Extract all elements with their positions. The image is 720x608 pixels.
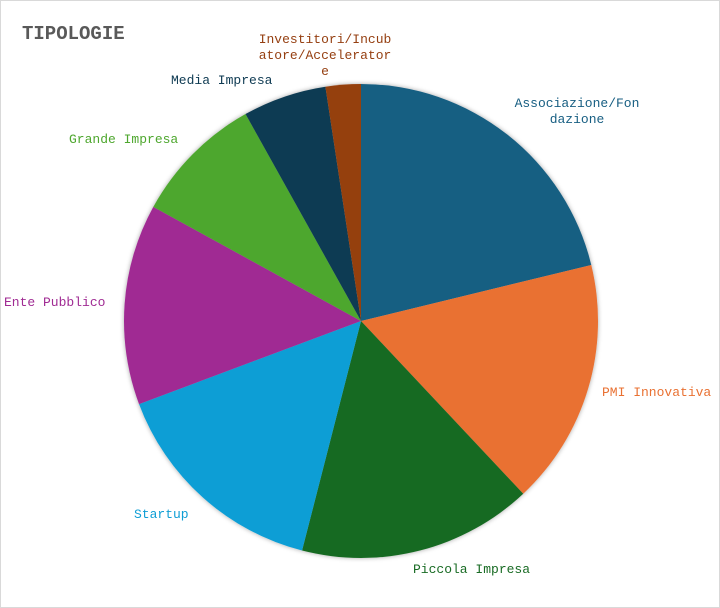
pie-slice-ente-pubblico [124, 206, 361, 405]
pie-slice-pmi-innovativa [361, 264, 598, 494]
pie-slice-piccola-impresa [302, 321, 524, 558]
slice-label-investitori: Investitori/Incubatore/Acceleratore [258, 32, 392, 79]
slice-label-piccola-impresa: Piccola Impresa [413, 562, 531, 577]
chart-title: TIPOLOGIE [22, 23, 125, 45]
slice-label-startup: Startup [134, 507, 189, 522]
pie-slice-media-impresa [245, 86, 361, 321]
slice-label-ente-pubblico: Ente Pubblico [4, 295, 106, 310]
slice-label-media-impresa: Media Impresa [171, 73, 273, 88]
slice-label-grande-impresa: Grande Impresa [69, 132, 179, 147]
slice-label-pmi-innovativa: PMI Innovativa [602, 385, 712, 400]
pie-slice-grande-impresa [153, 114, 361, 321]
slice-label-associazione-fondazione: Associazione/Fondazione [514, 96, 640, 127]
pie-slice-investitori-incubatore-acceleratore [325, 84, 361, 321]
pie-slice-associazione-fondazione [361, 84, 592, 321]
pie-slice-startup [139, 321, 361, 551]
